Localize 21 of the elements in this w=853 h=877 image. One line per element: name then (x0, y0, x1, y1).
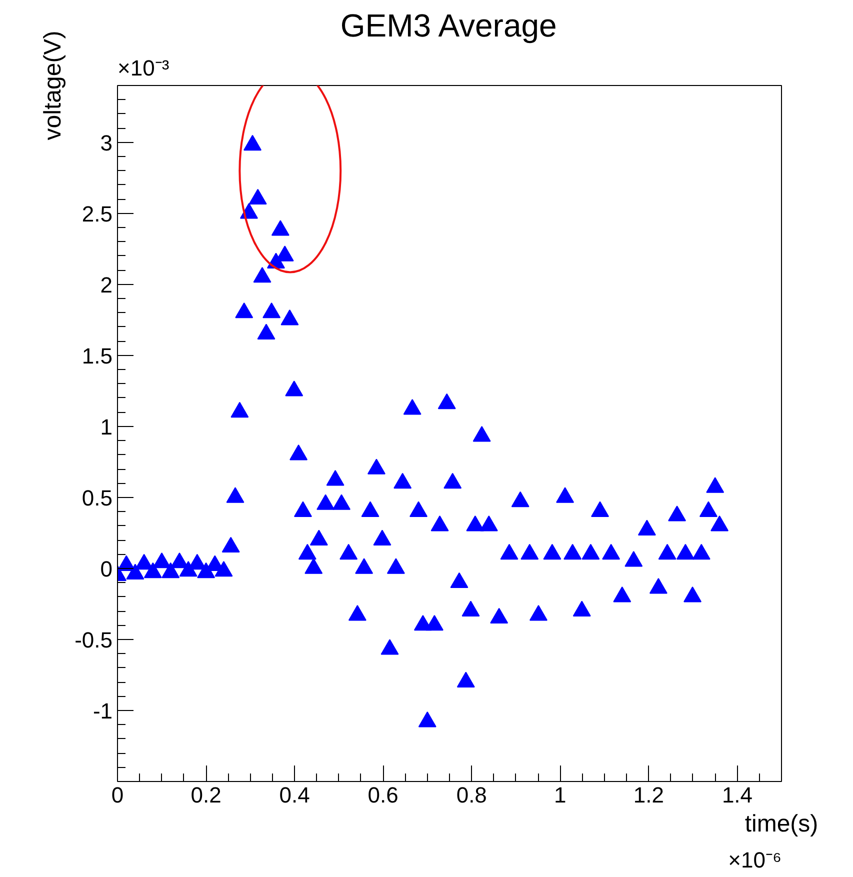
x-tick-label: 0.6 (368, 782, 398, 808)
y-tick-label: 1.5 (82, 343, 113, 368)
text: ×10⁻³ (118, 56, 170, 80)
x-tick-label: 0.8 (456, 782, 487, 808)
x-tick-label: 1 (554, 782, 566, 808)
x-tick-label: 1.2 (633, 782, 664, 808)
y-tick-label: 2.5 (82, 201, 113, 226)
x-tick-label: 0.2 (190, 782, 222, 808)
y-tick-label: -0.5 (74, 627, 113, 652)
y-tick-label: 3 (100, 130, 113, 156)
x-tick-label: 1.4 (722, 782, 753, 808)
y-tick-label: 0.5 (82, 485, 113, 510)
text: ×10⁻⁶ (728, 848, 782, 872)
x-tick-label: 0.4 (279, 782, 310, 808)
y-axis-title: voltage(V) (40, 30, 67, 140)
y-tick-label: -1 (92, 698, 112, 724)
chart-title: GEM3 Average (340, 8, 557, 44)
y-tick-label: 1 (100, 414, 113, 440)
y-tick-label: 2 (100, 272, 113, 298)
y-tick-label: 0 (100, 556, 113, 582)
x-axis-title: time(s) (744, 810, 818, 838)
